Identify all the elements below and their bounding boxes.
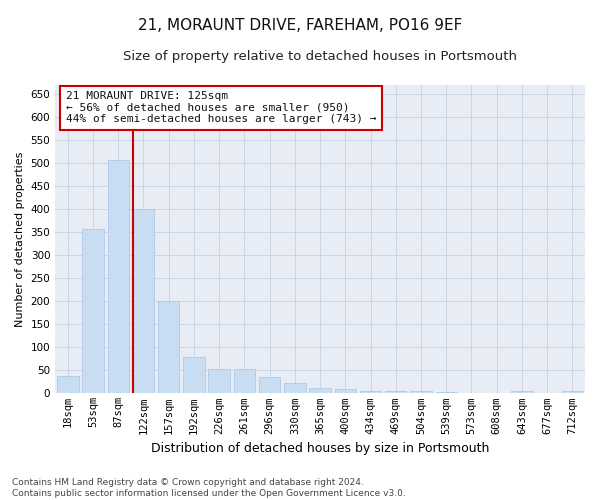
Bar (410, 391, 432, 394)
Bar (310, 388, 331, 394)
Bar (82, 229, 104, 394)
Bar (208, 369, 230, 394)
Bar (183, 356, 205, 394)
Bar (562, 391, 583, 394)
Bar (335, 389, 356, 394)
Bar (259, 378, 280, 394)
Bar (57, 376, 79, 394)
Bar (360, 391, 381, 394)
Title: Size of property relative to detached houses in Portsmouth: Size of property relative to detached ho… (123, 50, 517, 63)
Bar (133, 209, 154, 394)
X-axis label: Distribution of detached houses by size in Portsmouth: Distribution of detached houses by size … (151, 442, 489, 455)
Bar (107, 160, 129, 394)
Text: 21, MORAUNT DRIVE, FAREHAM, PO16 9EF: 21, MORAUNT DRIVE, FAREHAM, PO16 9EF (138, 18, 462, 32)
Bar (233, 369, 255, 394)
Bar (385, 391, 406, 394)
Bar (284, 384, 305, 394)
Text: 21 MORAUNT DRIVE: 125sqm
← 56% of detached houses are smaller (950)
44% of semi-: 21 MORAUNT DRIVE: 125sqm ← 56% of detach… (66, 91, 376, 124)
Bar (436, 392, 457, 394)
Y-axis label: Number of detached properties: Number of detached properties (15, 152, 25, 327)
Bar (158, 302, 179, 394)
Text: Contains HM Land Registry data © Crown copyright and database right 2024.
Contai: Contains HM Land Registry data © Crown c… (12, 478, 406, 498)
Bar (511, 391, 533, 394)
